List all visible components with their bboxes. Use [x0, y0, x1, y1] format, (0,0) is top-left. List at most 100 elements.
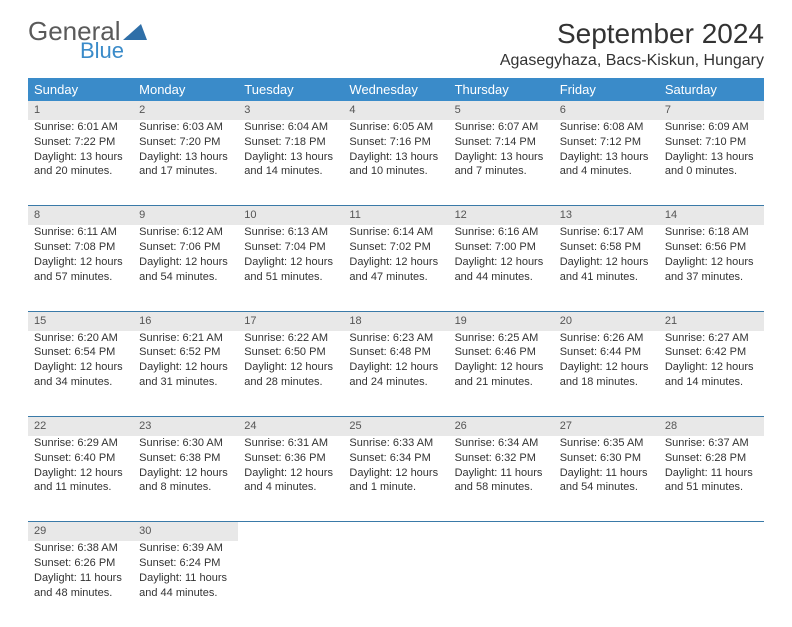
daylight-line: Daylight: 12 hours and 1 minute.	[349, 466, 442, 496]
day-number: 10	[238, 206, 343, 225]
daylight-line: Daylight: 13 hours and 20 minutes.	[34, 150, 127, 180]
sunrise-line: Sunrise: 6:18 AM	[665, 225, 758, 240]
sunset-line: Sunset: 7:18 PM	[244, 135, 337, 150]
day-cell: Sunrise: 6:16 AMSunset: 7:00 PMDaylight:…	[449, 225, 554, 311]
sunrise-line: Sunrise: 6:33 AM	[349, 436, 442, 451]
sunrise-line: Sunrise: 6:23 AM	[349, 331, 442, 346]
daylight-line: Daylight: 12 hours and 21 minutes.	[455, 360, 548, 390]
sunrise-line: Sunrise: 6:13 AM	[244, 225, 337, 240]
day-number: 11	[343, 206, 448, 225]
month-title: September 2024	[500, 18, 764, 50]
daylight-line: Daylight: 12 hours and 54 minutes.	[139, 255, 232, 285]
day-number: 15	[28, 311, 133, 330]
day-cell: Sunrise: 6:33 AMSunset: 6:34 PMDaylight:…	[343, 436, 448, 522]
sunset-line: Sunset: 7:14 PM	[455, 135, 548, 150]
sunrise-line: Sunrise: 6:34 AM	[455, 436, 548, 451]
sunset-line: Sunset: 7:22 PM	[34, 135, 127, 150]
daylight-line: Daylight: 11 hours and 44 minutes.	[139, 571, 232, 601]
sunset-line: Sunset: 7:10 PM	[665, 135, 758, 150]
weekday-header: Tuesday	[238, 78, 343, 101]
day-number: 14	[659, 206, 764, 225]
weekday-header: Thursday	[449, 78, 554, 101]
daylight-line: Daylight: 11 hours and 58 minutes.	[455, 466, 548, 496]
day-cell: Sunrise: 6:13 AMSunset: 7:04 PMDaylight:…	[238, 225, 343, 311]
day-number: 4	[343, 101, 448, 120]
daylight-line: Daylight: 11 hours and 51 minutes.	[665, 466, 758, 496]
sunrise-line: Sunrise: 6:14 AM	[349, 225, 442, 240]
day-cell: Sunrise: 6:01 AMSunset: 7:22 PMDaylight:…	[28, 120, 133, 206]
daylight-line: Daylight: 11 hours and 54 minutes.	[560, 466, 653, 496]
day-cell: Sunrise: 6:31 AMSunset: 6:36 PMDaylight:…	[238, 436, 343, 522]
daylight-line: Daylight: 13 hours and 4 minutes.	[560, 150, 653, 180]
sunrise-line: Sunrise: 6:21 AM	[139, 331, 232, 346]
day-cell: Sunrise: 6:20 AMSunset: 6:54 PMDaylight:…	[28, 331, 133, 417]
day-number-row: 22232425262728	[28, 417, 764, 436]
daylight-line: Daylight: 12 hours and 44 minutes.	[455, 255, 548, 285]
day-cell: Sunrise: 6:03 AMSunset: 7:20 PMDaylight:…	[133, 120, 238, 206]
day-number: 23	[133, 417, 238, 436]
day-cell	[554, 541, 659, 627]
day-cell: Sunrise: 6:29 AMSunset: 6:40 PMDaylight:…	[28, 436, 133, 522]
day-number-row: 2930	[28, 522, 764, 541]
day-number: 5	[449, 101, 554, 120]
sunset-line: Sunset: 6:30 PM	[560, 451, 653, 466]
day-cell: Sunrise: 6:27 AMSunset: 6:42 PMDaylight:…	[659, 331, 764, 417]
sunset-line: Sunset: 6:58 PM	[560, 240, 653, 255]
daylight-line: Daylight: 11 hours and 48 minutes.	[34, 571, 127, 601]
day-cell	[343, 541, 448, 627]
sunrise-line: Sunrise: 6:26 AM	[560, 331, 653, 346]
daylight-line: Daylight: 12 hours and 47 minutes.	[349, 255, 442, 285]
day-cell: Sunrise: 6:26 AMSunset: 6:44 PMDaylight:…	[554, 331, 659, 417]
sunrise-line: Sunrise: 6:29 AM	[34, 436, 127, 451]
title-block: September 2024 Agasegyhaza, Bacs-Kiskun,…	[500, 18, 764, 70]
day-content-row: Sunrise: 6:01 AMSunset: 7:22 PMDaylight:…	[28, 120, 764, 206]
sunrise-line: Sunrise: 6:31 AM	[244, 436, 337, 451]
day-cell: Sunrise: 6:18 AMSunset: 6:56 PMDaylight:…	[659, 225, 764, 311]
sunset-line: Sunset: 6:52 PM	[139, 345, 232, 360]
sunrise-line: Sunrise: 6:04 AM	[244, 120, 337, 135]
day-cell: Sunrise: 6:34 AMSunset: 6:32 PMDaylight:…	[449, 436, 554, 522]
day-cell	[238, 541, 343, 627]
day-number: 7	[659, 101, 764, 120]
logo-text-blue: Blue	[80, 40, 147, 62]
sunset-line: Sunset: 6:54 PM	[34, 345, 127, 360]
day-number: 19	[449, 311, 554, 330]
day-number-row: 891011121314	[28, 206, 764, 225]
day-content-row: Sunrise: 6:29 AMSunset: 6:40 PMDaylight:…	[28, 436, 764, 522]
sunrise-line: Sunrise: 6:30 AM	[139, 436, 232, 451]
daylight-line: Daylight: 13 hours and 0 minutes.	[665, 150, 758, 180]
day-number	[449, 522, 554, 541]
day-number: 26	[449, 417, 554, 436]
sunrise-line: Sunrise: 6:07 AM	[455, 120, 548, 135]
sunset-line: Sunset: 7:00 PM	[455, 240, 548, 255]
day-cell: Sunrise: 6:30 AMSunset: 6:38 PMDaylight:…	[133, 436, 238, 522]
day-number: 28	[659, 417, 764, 436]
daylight-line: Daylight: 12 hours and 11 minutes.	[34, 466, 127, 496]
daylight-line: Daylight: 12 hours and 18 minutes.	[560, 360, 653, 390]
daylight-line: Daylight: 12 hours and 51 minutes.	[244, 255, 337, 285]
daylight-line: Daylight: 12 hours and 4 minutes.	[244, 466, 337, 496]
daylight-line: Daylight: 12 hours and 37 minutes.	[665, 255, 758, 285]
sunrise-line: Sunrise: 6:27 AM	[665, 331, 758, 346]
daylight-line: Daylight: 13 hours and 10 minutes.	[349, 150, 442, 180]
sunset-line: Sunset: 6:26 PM	[34, 556, 127, 571]
day-cell	[659, 541, 764, 627]
day-number: 17	[238, 311, 343, 330]
day-content-row: Sunrise: 6:11 AMSunset: 7:08 PMDaylight:…	[28, 225, 764, 311]
sunset-line: Sunset: 6:48 PM	[349, 345, 442, 360]
weekday-header: Sunday	[28, 78, 133, 101]
daylight-line: Daylight: 13 hours and 7 minutes.	[455, 150, 548, 180]
day-number: 29	[28, 522, 133, 541]
header: General Blue September 2024 Agasegyhaza,…	[28, 18, 764, 70]
day-number	[238, 522, 343, 541]
sunset-line: Sunset: 6:56 PM	[665, 240, 758, 255]
sunset-line: Sunset: 6:38 PM	[139, 451, 232, 466]
sunrise-line: Sunrise: 6:05 AM	[349, 120, 442, 135]
sunrise-line: Sunrise: 6:20 AM	[34, 331, 127, 346]
location: Agasegyhaza, Bacs-Kiskun, Hungary	[500, 52, 764, 70]
day-number	[659, 522, 764, 541]
sunset-line: Sunset: 6:24 PM	[139, 556, 232, 571]
day-cell: Sunrise: 6:09 AMSunset: 7:10 PMDaylight:…	[659, 120, 764, 206]
sunset-line: Sunset: 7:02 PM	[349, 240, 442, 255]
day-number	[554, 522, 659, 541]
